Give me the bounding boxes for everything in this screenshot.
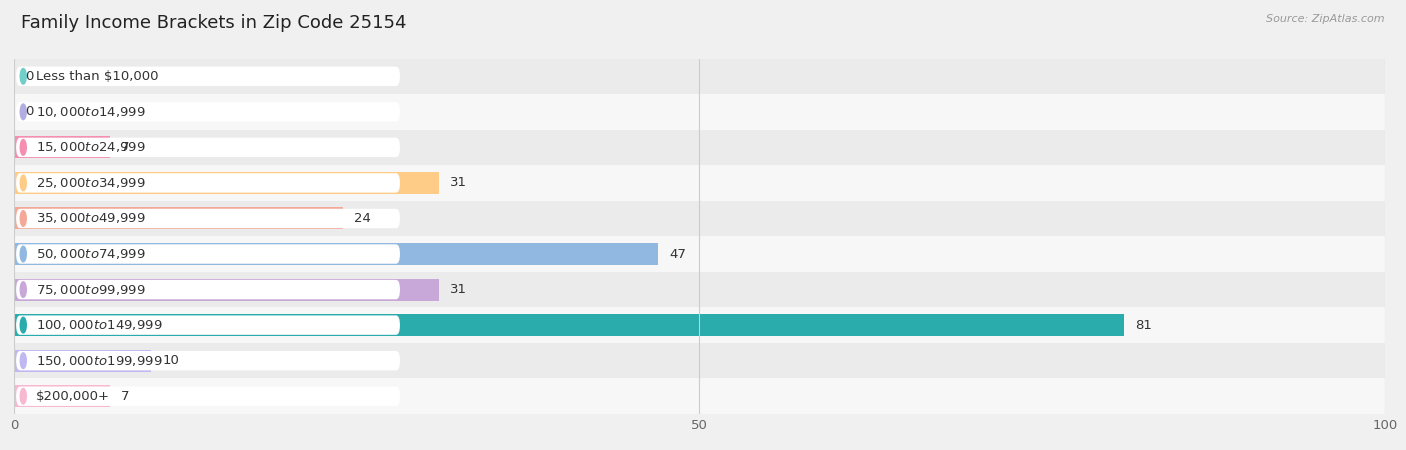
FancyBboxPatch shape	[15, 244, 399, 264]
Bar	[14, 378, 1385, 414]
Text: 31: 31	[450, 176, 467, 189]
Circle shape	[20, 175, 27, 191]
FancyBboxPatch shape	[15, 315, 399, 335]
Circle shape	[20, 317, 27, 333]
Text: 31: 31	[450, 283, 467, 296]
FancyBboxPatch shape	[15, 102, 399, 122]
Circle shape	[20, 388, 27, 404]
Text: $150,000 to $199,999: $150,000 to $199,999	[37, 354, 163, 368]
Text: 10: 10	[162, 354, 179, 367]
Circle shape	[20, 140, 27, 155]
Bar	[14, 165, 1385, 201]
Bar	[14, 272, 1385, 307]
Bar	[14, 236, 1385, 272]
Text: 7: 7	[121, 390, 129, 403]
Text: 81: 81	[1136, 319, 1153, 332]
Circle shape	[20, 353, 27, 369]
Bar	[14, 307, 1385, 343]
Circle shape	[20, 104, 27, 120]
Text: $35,000 to $49,999: $35,000 to $49,999	[37, 212, 146, 225]
Text: $10,000 to $14,999: $10,000 to $14,999	[37, 105, 146, 119]
Text: 7: 7	[121, 141, 129, 154]
Circle shape	[20, 211, 27, 226]
FancyBboxPatch shape	[15, 387, 399, 406]
Bar	[14, 94, 1385, 130]
Circle shape	[20, 68, 27, 84]
Bar	[14, 130, 1385, 165]
Text: 0: 0	[25, 70, 34, 83]
Text: Family Income Brackets in Zip Code 25154: Family Income Brackets in Zip Code 25154	[21, 14, 406, 32]
Bar	[14, 243, 658, 265]
FancyBboxPatch shape	[15, 280, 399, 299]
Text: 24: 24	[354, 212, 371, 225]
Text: Source: ZipAtlas.com: Source: ZipAtlas.com	[1267, 14, 1385, 23]
Text: $50,000 to $74,999: $50,000 to $74,999	[37, 247, 146, 261]
FancyBboxPatch shape	[15, 138, 399, 157]
Circle shape	[20, 282, 27, 297]
Bar	[14, 172, 439, 194]
FancyBboxPatch shape	[15, 351, 399, 370]
Bar	[14, 279, 439, 301]
FancyBboxPatch shape	[15, 67, 399, 86]
Text: $15,000 to $24,999: $15,000 to $24,999	[37, 140, 146, 154]
Text: Less than $10,000: Less than $10,000	[37, 70, 159, 83]
Bar	[14, 350, 152, 372]
Text: 0: 0	[25, 105, 34, 118]
Bar	[14, 136, 110, 158]
Text: $25,000 to $34,999: $25,000 to $34,999	[37, 176, 146, 190]
Bar	[14, 58, 1385, 94]
Text: $75,000 to $99,999: $75,000 to $99,999	[37, 283, 146, 297]
Bar	[14, 314, 1125, 336]
Bar	[14, 201, 1385, 236]
Text: $100,000 to $149,999: $100,000 to $149,999	[37, 318, 163, 332]
Circle shape	[20, 246, 27, 262]
Text: $200,000+: $200,000+	[37, 390, 110, 403]
Bar	[14, 207, 343, 230]
Text: 47: 47	[669, 248, 686, 261]
FancyBboxPatch shape	[15, 173, 399, 193]
FancyBboxPatch shape	[15, 209, 399, 228]
Bar	[14, 343, 1385, 378]
Bar	[14, 385, 110, 407]
